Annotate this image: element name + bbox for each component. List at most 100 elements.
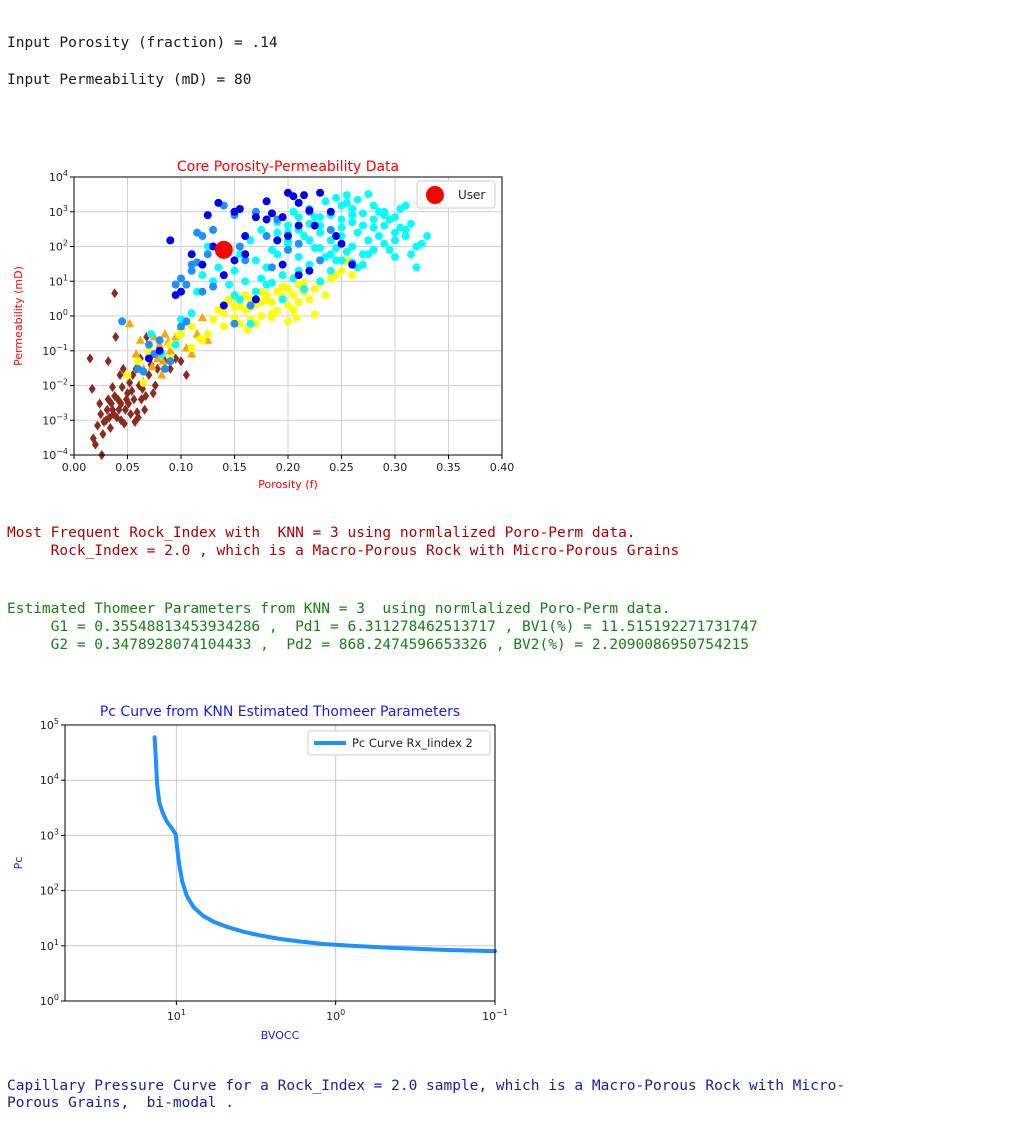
data-point-cyan xyxy=(294,252,303,261)
data-point-dodger xyxy=(203,250,212,259)
data-point-dodger xyxy=(267,263,276,272)
data-point-blue xyxy=(203,211,212,220)
data-point-brown xyxy=(86,353,94,364)
data-point-orange xyxy=(160,329,170,338)
data-point-brown xyxy=(117,398,125,409)
data-point-cyan xyxy=(214,263,223,272)
data-point-dodger xyxy=(235,242,244,251)
data-point-cyan xyxy=(316,277,325,286)
data-point-brown xyxy=(109,382,117,393)
data-point-blue xyxy=(262,215,271,224)
data-point-blue xyxy=(284,232,292,241)
data-point-cyan xyxy=(267,278,276,287)
data-point-yellow xyxy=(196,334,205,343)
x-tick-label: 100 xyxy=(326,1008,345,1023)
data-point-cyan xyxy=(380,221,389,230)
data-point-dodger xyxy=(144,340,153,349)
data-point-dodger xyxy=(241,256,250,265)
data-point-yellow xyxy=(273,306,282,315)
data-point-yellow xyxy=(273,287,282,296)
data-point-brown xyxy=(128,385,136,396)
data-point-brown xyxy=(118,382,126,393)
data-point-brown xyxy=(149,388,157,399)
data-point-cyan xyxy=(348,211,357,220)
x-tick-label: 0.15 xyxy=(222,461,247,474)
y-tick-label: 102 xyxy=(49,239,68,254)
data-point-cyan xyxy=(364,190,373,199)
data-point-blue xyxy=(241,250,250,259)
data-point-cyan xyxy=(342,191,351,200)
data-point-dodger xyxy=(326,225,335,234)
y-tick-label: 104 xyxy=(40,772,59,787)
data-point-brown xyxy=(111,288,119,299)
data-point-blue xyxy=(262,197,271,206)
y-tick-label: 104 xyxy=(49,169,68,184)
x-tick-label: 0.10 xyxy=(169,461,194,474)
data-point-blue xyxy=(289,192,298,201)
data-point-brown xyxy=(94,420,102,431)
data-point-cyan xyxy=(267,245,276,254)
data-point-yellow xyxy=(321,291,330,300)
data-point-blue xyxy=(300,191,309,200)
data-point-yellow xyxy=(230,313,239,322)
data-point-orange xyxy=(197,312,207,322)
data-point-brown xyxy=(153,363,161,374)
data-point-yellow xyxy=(284,301,292,310)
x-axis-label: BVOCC xyxy=(261,1029,300,1042)
data-point-cyan xyxy=(225,280,234,289)
data-point-blue xyxy=(348,260,357,269)
data-point-dodger xyxy=(198,287,207,296)
data-point-blue xyxy=(278,213,287,222)
data-point-orange xyxy=(125,318,135,328)
data-point-cyan xyxy=(364,236,373,245)
data-point-cyan xyxy=(246,319,255,328)
data-point-yellow xyxy=(332,271,341,280)
data-point-orange xyxy=(157,370,167,379)
data-point-blue xyxy=(219,271,228,280)
data-point-cyan xyxy=(385,215,394,224)
summary-line-1: Capillary Pressure Curve for a Rock_Inde… xyxy=(7,1078,846,1094)
x-tick-label: 0.25 xyxy=(329,461,354,474)
legend-marker-user xyxy=(426,186,444,204)
x-tick-label: 0.40 xyxy=(490,461,515,474)
data-point-brown xyxy=(166,363,174,374)
rock-index-line-2: Rock_Index = 2.0 , which is a Macro-Poro… xyxy=(7,543,680,559)
data-point-cyan xyxy=(396,223,405,232)
y-tick-label: 10−3 xyxy=(42,412,68,427)
data-point-cyan xyxy=(391,228,399,237)
data-point-brown xyxy=(126,377,134,388)
data-point-dodger xyxy=(182,317,191,326)
data-point-brown xyxy=(88,383,96,394)
data-point-blue xyxy=(310,221,319,230)
data-point-brown xyxy=(103,404,111,415)
data-point-cyan xyxy=(171,340,180,349)
data-point-dodger xyxy=(284,245,292,254)
data-point-blue xyxy=(326,207,335,216)
data-point-cyan xyxy=(412,242,421,251)
poro-perm-scatter-chart: 0.00 0.05 0.10 0.15 0.20 0.25 0.30 0.35 0.40 104 1… xyxy=(12,159,515,491)
x-tick-label: 0.20 xyxy=(276,461,301,474)
data-point-dodger xyxy=(160,364,169,373)
data-point-orange xyxy=(165,345,175,355)
data-point-cyan xyxy=(358,250,367,259)
data-point-cyan xyxy=(358,221,367,230)
data-point-yellow xyxy=(278,282,287,291)
data-point-brown xyxy=(142,390,150,401)
data-point-yellow xyxy=(300,278,309,287)
data-point-cyan xyxy=(246,236,255,245)
data-point-cyan xyxy=(289,207,298,216)
data-point-cyan xyxy=(348,204,357,213)
data-point-dodger xyxy=(155,336,164,345)
data-point-yellow xyxy=(230,303,239,312)
data-point-brown xyxy=(129,370,137,381)
data-point-brown xyxy=(91,439,99,450)
data-point-yellow xyxy=(139,378,148,387)
input-porosity-line: Input Porosity (fraction) = .14 xyxy=(7,35,278,51)
data-point-blue xyxy=(198,260,207,269)
data-point-dodger xyxy=(246,301,255,310)
data-point-cyan xyxy=(401,201,410,210)
data-point-cyan xyxy=(241,277,250,286)
data-point-dodger xyxy=(316,256,325,265)
data-point-cyan xyxy=(273,228,282,237)
data-point-cyan xyxy=(332,244,341,253)
